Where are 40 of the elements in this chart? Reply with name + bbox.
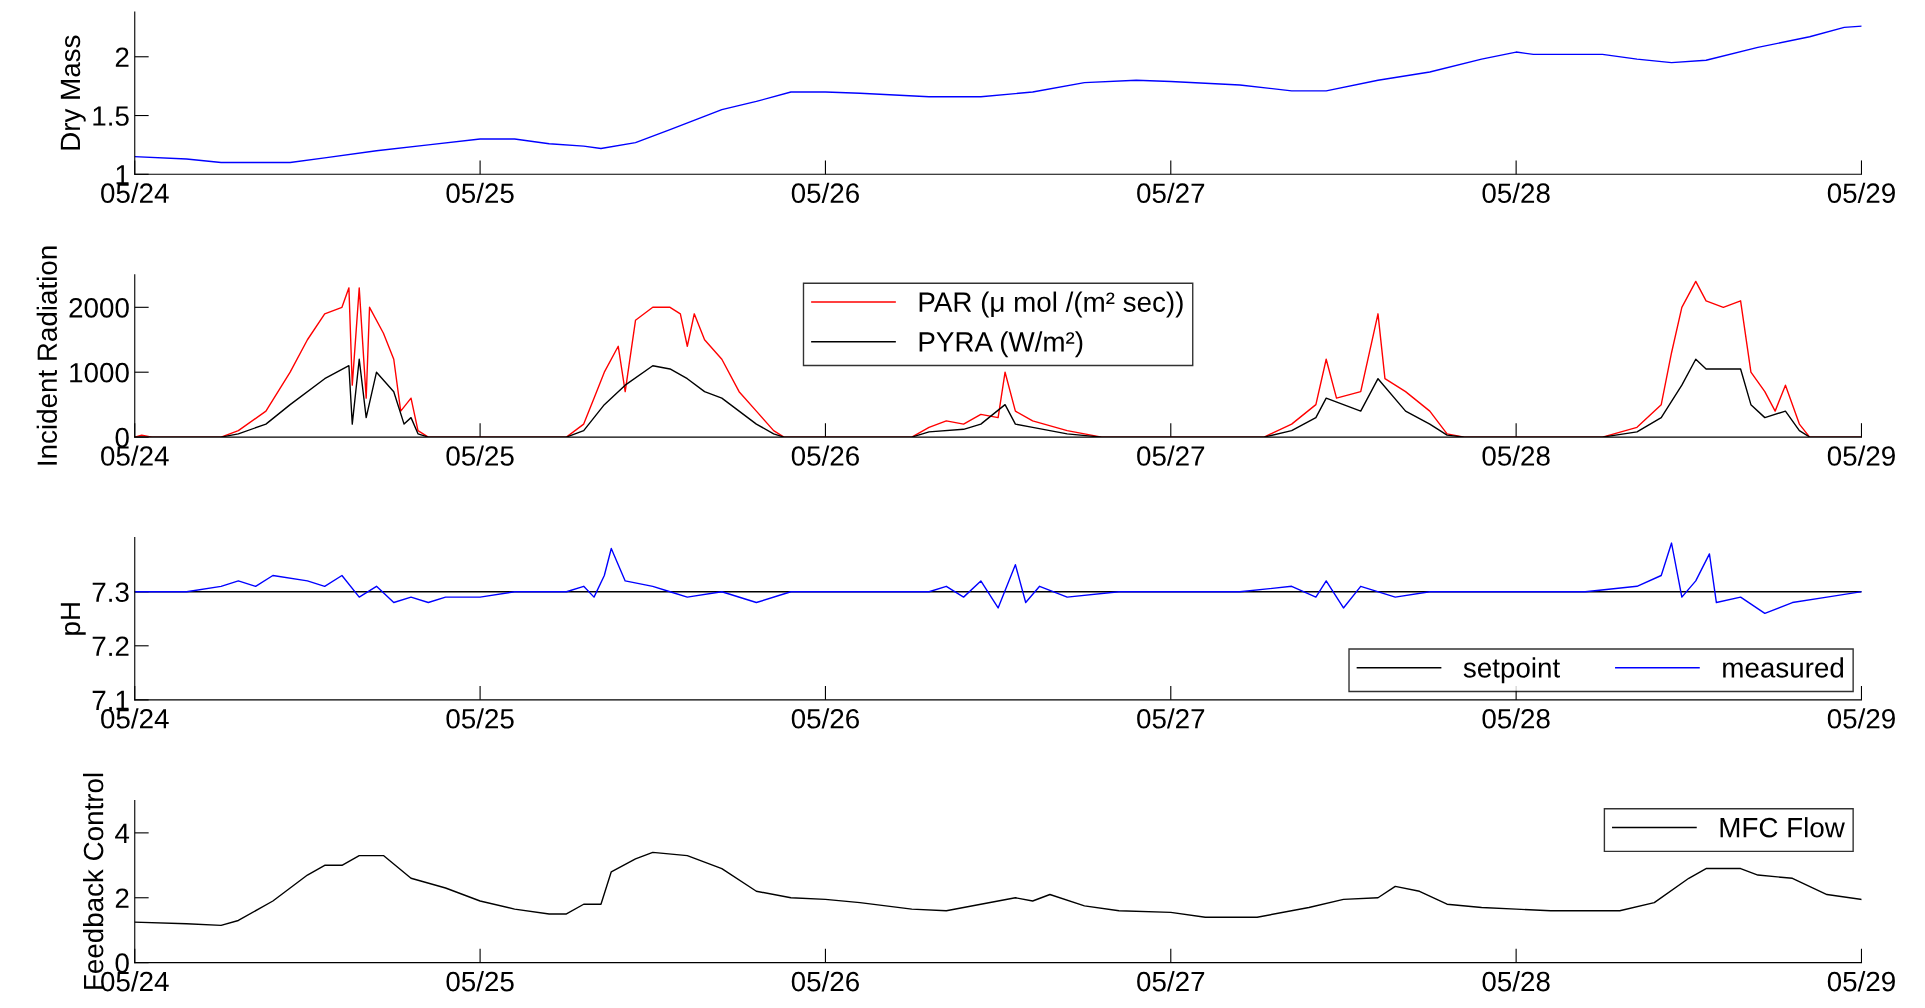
x-tick-label: 05/28	[1482, 182, 1550, 204]
x-tick-label: 05/27	[1137, 182, 1205, 204]
x-tick-label: 05/26	[791, 708, 859, 729]
x-tick-label: 05/29	[1827, 970, 1895, 992]
x-tick-label: 05/24	[101, 708, 169, 729]
x-tick-label: 05/25	[446, 445, 514, 466]
legend-label: setpoint	[1463, 657, 1560, 684]
y-tick-label: 4	[115, 823, 130, 843]
x-tick-label: 05/27	[1137, 970, 1205, 992]
x-tick-label: 05/29	[1827, 708, 1895, 729]
x-tick-label: 05/25	[446, 708, 514, 729]
y-tick-label: 2000	[69, 297, 129, 318]
y-tick-label: 7.2	[92, 636, 129, 656]
legend-label: measured	[1723, 657, 1844, 678]
legend-label: PYRA (W/m²)	[919, 331, 1083, 358]
x-tick-label: 05/26	[791, 970, 859, 992]
x-tick-label: 05/25	[446, 970, 514, 992]
y-axis-title: pH	[60, 603, 86, 635]
y-tick-label: 0	[115, 427, 129, 448]
x-tick-label: 05/26	[791, 445, 859, 466]
y-tick-label: 2	[115, 888, 129, 908]
x-tick-label: 05/28	[1482, 970, 1550, 992]
x-tick-label: 05/29	[1827, 445, 1895, 466]
x-tick-label: 05/24	[101, 445, 169, 466]
y-tick-label: 7.3	[92, 582, 129, 603]
y-axis-title: Dry Mass	[60, 35, 86, 150]
y-tick-label: 1000	[70, 362, 129, 383]
y-axis-title: Incident Radiation	[36, 246, 58, 465]
y-tick-label: 1.5	[93, 106, 129, 126]
x-tick-label: 05/29	[1827, 182, 1895, 204]
x-tick-label: 05/28	[1482, 445, 1550, 466]
y-tick-label: 7.1	[92, 690, 129, 710]
legend-label: PAR (μ mol /(m² sec))	[919, 291, 1183, 318]
x-tick-label: 05/25	[446, 182, 514, 204]
legend-label: MFC Flow	[1720, 817, 1845, 838]
x-tick-label: 05/26	[791, 182, 859, 204]
x-tick-label: 05/27	[1137, 445, 1205, 466]
x-tick-label: 05/27	[1137, 708, 1205, 729]
x-tick-label: 05/28	[1482, 708, 1550, 729]
y-tick-label: 2	[115, 47, 129, 67]
